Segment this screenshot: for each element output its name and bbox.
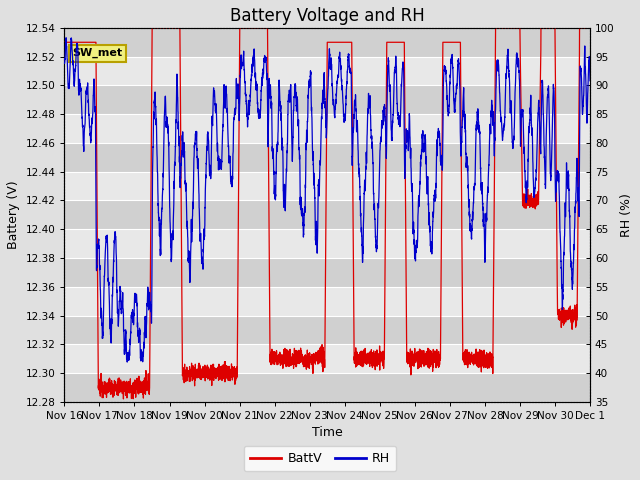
Y-axis label: RH (%): RH (%) <box>620 193 633 237</box>
Text: SW_met: SW_met <box>72 48 122 58</box>
Bar <box>65 114 590 143</box>
Bar <box>65 143 590 172</box>
Bar <box>65 373 590 402</box>
Bar <box>65 287 590 315</box>
Legend: BattV, RH: BattV, RH <box>244 446 396 471</box>
Bar <box>65 344 590 373</box>
Y-axis label: Battery (V): Battery (V) <box>7 180 20 249</box>
Bar <box>65 85 590 114</box>
Bar <box>65 258 590 287</box>
Bar <box>65 229 590 258</box>
Bar <box>65 315 590 344</box>
Bar <box>65 172 590 201</box>
Bar <box>65 57 590 85</box>
X-axis label: Time: Time <box>312 426 342 440</box>
Title: Battery Voltage and RH: Battery Voltage and RH <box>230 7 424 25</box>
Bar <box>65 28 590 57</box>
Bar <box>65 201 590 229</box>
